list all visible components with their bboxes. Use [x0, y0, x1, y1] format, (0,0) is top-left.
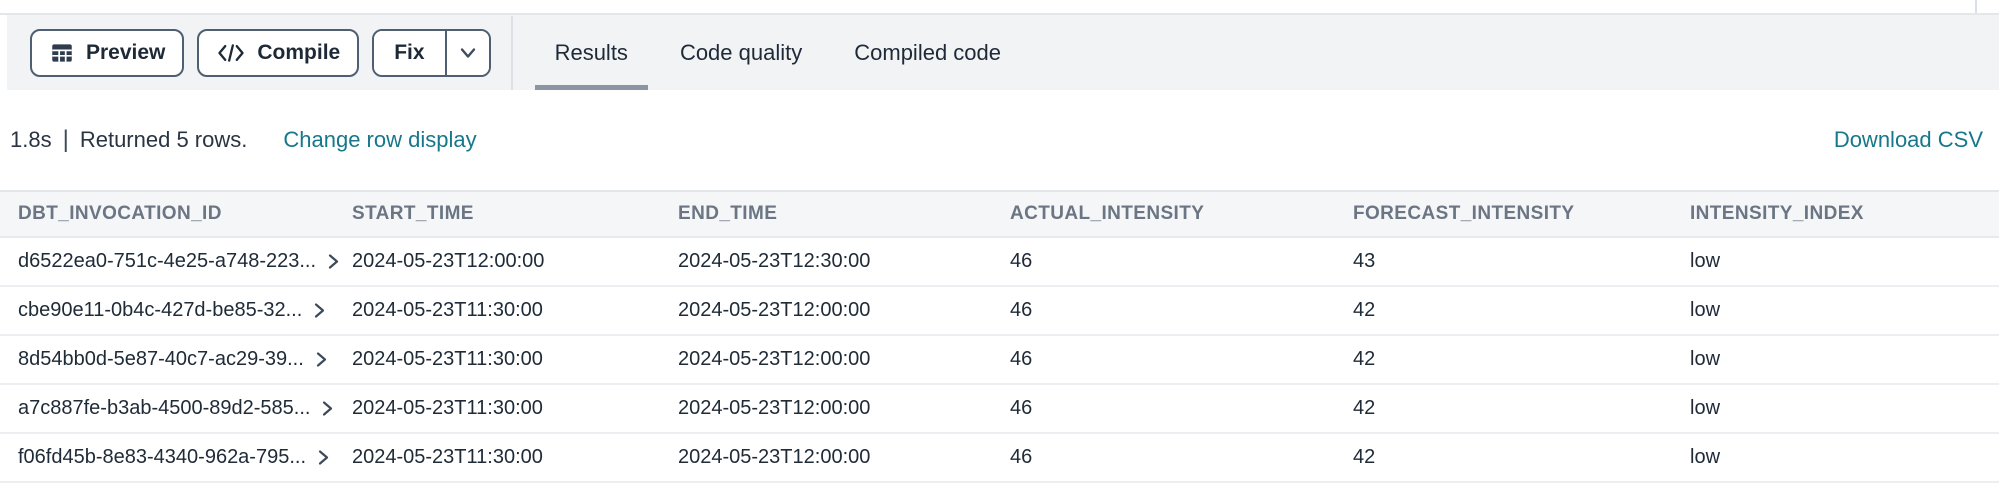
- cell-start-time: 2024-05-23T11:30:00: [334, 433, 660, 483]
- invocation-id-text: f06fd45b-8e83-4340-962a-795...: [18, 446, 307, 468]
- chevron-right-icon[interactable]: [316, 449, 331, 466]
- compile-button-label: Compile: [257, 40, 341, 64]
- preview-button-label: Preview: [86, 40, 166, 64]
- table-row: 8d54bb0d-5e87-40c7-ac29-39... 2024-05-23…: [0, 335, 1999, 385]
- cell-dbt-invocation-id: 8d54bb0d-5e87-40c7-ac29-39...: [0, 335, 334, 385]
- toolbar: Preview Compile Fix: [0, 13, 1999, 90]
- cell-forecast-intensity: 42: [1335, 433, 1672, 483]
- chevron-right-icon[interactable]: [312, 302, 327, 319]
- table-header-row: DBT_INVOCATION_ID START_TIME END_TIME AC…: [0, 190, 1999, 238]
- chevron-right-icon[interactable]: [320, 400, 335, 417]
- left-gutter: [0, 15, 7, 90]
- cell-intensity-index: low: [1672, 433, 1999, 483]
- cell-forecast-intensity: 43: [1335, 237, 1672, 287]
- top-strip: [0, 0, 1999, 13]
- preview-button[interactable]: Preview: [30, 28, 185, 77]
- results-table: DBT_INVOCATION_ID START_TIME END_TIME AC…: [0, 190, 1999, 483]
- cell-dbt-invocation-id: cbe90e11-0b4c-427d-be85-32...: [0, 286, 334, 336]
- cell-intensity-index: low: [1672, 335, 1999, 385]
- column-header-start-time: START_TIME: [334, 190, 660, 238]
- cell-end-time: 2024-05-23T12:00:00: [660, 286, 992, 336]
- table-row: d6522ea0-751c-4e25-a748-223... 2024-05-2…: [0, 237, 1999, 287]
- fix-button[interactable]: Fix: [374, 30, 445, 75]
- cell-forecast-intensity: 42: [1335, 384, 1672, 434]
- table-row: cbe90e11-0b4c-427d-be85-32... 2024-05-23…: [0, 286, 1999, 336]
- tab-code-quality[interactable]: Code quality: [679, 39, 803, 65]
- tab-compiled-code[interactable]: Compiled code: [854, 39, 1001, 65]
- column-header-forecast-intensity: FORECAST_INTENSITY: [1335, 190, 1672, 238]
- cell-end-time: 2024-05-23T12:30:00: [660, 237, 992, 287]
- invocation-id-text: 8d54bb0d-5e87-40c7-ac29-39...: [18, 348, 304, 370]
- cell-dbt-invocation-id: d6522ea0-751c-4e25-a748-223...: [0, 237, 339, 287]
- column-header-intensity-index: INTENSITY_INDEX: [1672, 190, 1999, 238]
- cell-forecast-intensity: 42: [1335, 286, 1672, 336]
- toolbar-divider: [510, 15, 513, 90]
- cell-end-time: 2024-05-23T12:00:00: [660, 433, 992, 483]
- fix-dropdown-button[interactable]: [444, 30, 489, 75]
- cell-intensity-index: low: [1672, 237, 1999, 287]
- table-icon: [49, 40, 75, 66]
- compile-button[interactable]: Compile: [197, 28, 360, 77]
- cell-start-time: 2024-05-23T11:30:00: [334, 286, 660, 336]
- cell-intensity-index: low: [1672, 286, 1999, 336]
- cell-end-time: 2024-05-23T12:00:00: [660, 335, 992, 385]
- cell-dbt-invocation-id: f06fd45b-8e83-4340-962a-795...: [0, 433, 334, 483]
- query-duration: 1.8s: [10, 127, 52, 152]
- table-row: f06fd45b-8e83-4340-962a-795... 2024-05-2…: [0, 433, 1999, 483]
- results-tabs: Results Code quality Compiled code: [529, 15, 1027, 90]
- table-row: a7c887fe-b3ab-4500-89d2-585... 2024-05-2…: [0, 384, 1999, 434]
- cell-start-time: 2024-05-23T11:30:00: [334, 384, 660, 434]
- download-csv-link[interactable]: Download CSV: [1833, 127, 1983, 152]
- fix-split-button: Fix: [372, 28, 491, 77]
- cell-actual-intensity: 46: [992, 384, 1335, 434]
- row-count-message: Returned 5 rows.: [79, 127, 248, 152]
- cell-start-time: 2024-05-23T11:30:00: [334, 335, 660, 385]
- cell-end-time: 2024-05-23T12:00:00: [660, 384, 992, 434]
- status-row: 1.8s | Returned 5 rows. Change row displ…: [0, 90, 1999, 190]
- status-separator: |: [62, 126, 69, 153]
- cell-intensity-index: low: [1672, 384, 1999, 434]
- cell-actual-intensity: 46: [992, 237, 1335, 287]
- pane-divider: [1975, 0, 1977, 13]
- invocation-id-text: cbe90e11-0b4c-427d-be85-32...: [18, 299, 303, 321]
- toolbar-buttons: Preview Compile Fix: [30, 28, 491, 77]
- cell-dbt-invocation-id: a7c887fe-b3ab-4500-89d2-585...: [0, 384, 335, 434]
- cell-actual-intensity: 46: [992, 433, 1335, 483]
- invocation-id-text: a7c887fe-b3ab-4500-89d2-585...: [18, 397, 311, 419]
- change-row-display-link[interactable]: Change row display: [283, 127, 477, 152]
- tab-results[interactable]: Results: [529, 15, 654, 90]
- cell-start-time: 2024-05-23T12:00:00: [334, 237, 660, 287]
- column-header-dbt-invocation-id: DBT_INVOCATION_ID: [0, 190, 334, 238]
- chevron-down-icon: [457, 46, 479, 60]
- cell-forecast-intensity: 42: [1335, 335, 1672, 385]
- column-header-actual-intensity: ACTUAL_INTENSITY: [992, 190, 1335, 238]
- chevron-right-icon[interactable]: [314, 351, 329, 368]
- column-header-end-time: END_TIME: [660, 190, 992, 238]
- cell-actual-intensity: 46: [992, 335, 1335, 385]
- invocation-id-text: d6522ea0-751c-4e25-a748-223...: [18, 250, 317, 272]
- cell-actual-intensity: 46: [992, 286, 1335, 336]
- code-icon: [216, 41, 246, 65]
- chevron-right-icon[interactable]: [326, 253, 341, 270]
